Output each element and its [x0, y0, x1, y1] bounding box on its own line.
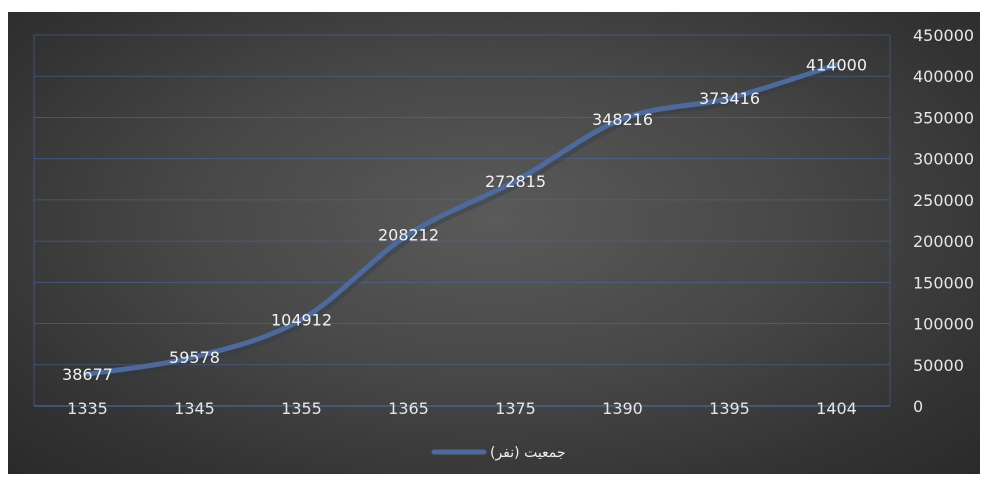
y-tick-label: 50000 — [913, 356, 964, 375]
data-labels: 38677 59578 104912 208212 272815 348216 373416… — [62, 56, 867, 384]
series-line-shadow — [88, 64, 840, 381]
legend: جمعیت (نفر) — [431, 445, 566, 461]
x-tick-label: 1390 — [602, 399, 643, 418]
gridlines — [33, 34, 891, 407]
series-line — [85, 62, 839, 377]
y-tick-label: 200000 — [913, 232, 974, 251]
series-layer — [85, 62, 840, 381]
y-tick-label: 450000 — [913, 26, 974, 45]
x-axis-ticks: 1335 1345 1355 1365 1375 1390 1395 1404 — [67, 399, 857, 418]
data-label: 104912 — [271, 311, 332, 330]
data-label: 348216 — [592, 110, 653, 129]
y-tick-label: 0 — [913, 397, 923, 416]
x-tick-label: 1345 — [174, 399, 215, 418]
y-tick-label: 350000 — [913, 108, 974, 127]
y-axis-ticks: 0 50000 100000 150000 200000 250000 300000 3500… — [913, 26, 974, 416]
y-tick-label: 250000 — [913, 191, 974, 210]
x-tick-label: 1375 — [495, 399, 536, 418]
x-tick-label: 1365 — [388, 399, 429, 418]
data-label: 414000 — [806, 56, 867, 75]
data-label: 373416 — [699, 89, 760, 108]
data-label: 38677 — [62, 365, 113, 384]
x-tick-label: 1395 — [709, 399, 750, 418]
y-tick-label: 300000 — [913, 150, 974, 169]
x-tick-label: 1335 — [67, 399, 108, 418]
data-label: 208212 — [378, 225, 439, 244]
chart-area — [8, 12, 980, 474]
y-tick-label: 400000 — [913, 67, 974, 86]
x-tick-label: 1404 — [816, 399, 857, 418]
x-tick-label: 1355 — [281, 399, 322, 418]
y-tick-label: 150000 — [913, 273, 974, 292]
data-label: 272815 — [485, 172, 546, 191]
y-tick-label: 100000 — [913, 315, 974, 334]
legend-label: جمعیت (نفر) — [490, 445, 566, 461]
data-label: 59578 — [169, 348, 220, 367]
